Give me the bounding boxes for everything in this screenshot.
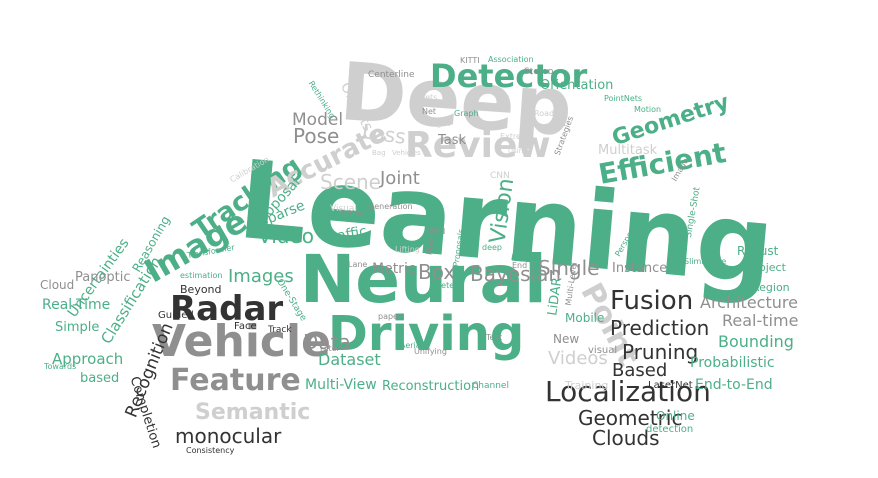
word-centerline: Centerline: [368, 70, 415, 80]
word-face: Face: [234, 321, 257, 332]
word-track: Track: [268, 325, 292, 335]
word-metric: Metric: [372, 261, 416, 277]
word-real-time: Real-Time: [42, 297, 111, 313]
word-guided: Guided: [158, 310, 194, 321]
word-video: Video: [258, 224, 315, 248]
word-paper: paper: [378, 312, 402, 321]
word-box: Box: [418, 260, 456, 284]
word-light: Light: [430, 119, 450, 128]
word-real-time-lower: Real-time: [722, 311, 799, 330]
word-sets: Sets: [420, 93, 438, 102]
word-pointnets: PointNets: [604, 94, 643, 103]
word-filter: Filter: [320, 344, 340, 353]
word-detection: detection: [646, 424, 694, 435]
word-instance: Instance: [612, 261, 668, 276]
word-review: Review: [405, 125, 551, 166]
word-images: Images: [228, 266, 294, 287]
word-towards: Towards: [44, 362, 77, 371]
word-wild: Wild: [428, 227, 446, 236]
word-radar: Radar: [170, 289, 284, 329]
word-aerial: Aerial: [400, 341, 423, 350]
word-stereo: Stereo: [524, 67, 554, 77]
word-geometric: Geometric: [578, 406, 683, 430]
word-reconstruction: Reconstruction: [382, 379, 480, 394]
word-new: New: [553, 332, 580, 346]
word-vehicle: Vehicle: [152, 316, 331, 367]
word-consistency: Consistency: [186, 446, 235, 455]
word-based-upper: Based: [612, 360, 668, 381]
word-visual-upper: Visual: [330, 204, 357, 214]
word-lidar: LiDAR: [545, 276, 566, 317]
word-training: Training: [565, 379, 609, 392]
word-multi-view: Multi-View: [305, 377, 377, 393]
word-pose: Pose: [293, 124, 340, 148]
word-bounding: Bounding: [718, 332, 794, 351]
word-motion: Motion: [634, 105, 662, 114]
word-pruning: Pruning: [622, 340, 699, 364]
word-bayesian: Bayesian: [470, 262, 562, 286]
word-cnn: CNN: [490, 171, 510, 181]
word-using: Using: [508, 147, 528, 155]
word-mobile: Mobile: [565, 311, 605, 325]
word-kitti: KITTI: [460, 56, 480, 65]
word-generation: Generation: [368, 202, 413, 211]
word-dataset: Dataset: [318, 350, 381, 369]
word-region: Region: [752, 281, 790, 294]
word-road: Road: [534, 109, 555, 118]
word-visual: visual: [588, 345, 618, 356]
word-slimmable: Slimmable: [684, 257, 727, 266]
word-estimation: estimation: [180, 271, 223, 280]
word-detect: Detect: [435, 281, 462, 290]
word-object: object: [752, 261, 786, 274]
word-videos: Videos: [548, 348, 608, 369]
word-deep-lower: deep: [482, 243, 502, 252]
word-neural: Neural: [300, 241, 547, 318]
word-fitting: Fitting: [340, 209, 365, 218]
word-feature: Feature: [170, 363, 301, 398]
word-end-to-end: End-to-End: [695, 377, 773, 393]
word-based-lower: based: [80, 371, 120, 386]
word-single: Single: [538, 256, 600, 280]
word-model: Model: [292, 110, 344, 130]
word-localization: Localization: [545, 375, 711, 408]
word-beyond: Beyond: [180, 283, 222, 296]
word-association: Association: [488, 55, 534, 64]
word-lasernet: LaserNet: [648, 380, 693, 391]
word-semantic: Semantic: [195, 400, 311, 425]
word-orientation: Orientation: [540, 78, 614, 93]
word-channel: Channel: [472, 381, 509, 391]
word-end: End: [512, 261, 528, 270]
word-bag: Bag: [372, 149, 386, 157]
word-driving: Driving: [328, 306, 525, 362]
word-simple: Simple: [55, 320, 100, 335]
word-data: Data: [303, 330, 351, 354]
word-net: Net: [422, 107, 437, 116]
word-prediction: Prediction: [610, 316, 710, 340]
word-approach: Approach: [52, 350, 124, 368]
word-detector: Detector: [430, 57, 588, 95]
word-online: Online: [656, 409, 695, 423]
word-scene: Scene: [320, 170, 381, 194]
word-vehicles: Vehicles: [392, 149, 421, 157]
word-robust: Robust: [737, 244, 779, 258]
word-architecture: Architecture: [700, 293, 798, 312]
word-cloud: Cloud: [40, 278, 75, 292]
word-unifying: Unifying: [414, 347, 447, 356]
word-task: Task: [438, 133, 467, 148]
word-text: Text: [486, 333, 503, 342]
word-extreme: Extreme: [500, 132, 534, 141]
word-joint: Joint: [380, 168, 420, 189]
word-graph: Graph: [454, 109, 479, 118]
word-multitask: Multitask: [598, 143, 658, 158]
word-monocular: monocular: [175, 424, 282, 448]
word-clouds: Clouds: [592, 426, 660, 450]
word-lane: Lane: [348, 260, 368, 269]
word-lifting: Lifting: [395, 245, 420, 254]
word-fusion: Fusion: [610, 286, 694, 316]
word-panoptic: Panoptic: [75, 270, 131, 285]
word-probabilistic: Probabilistic: [690, 355, 775, 371]
